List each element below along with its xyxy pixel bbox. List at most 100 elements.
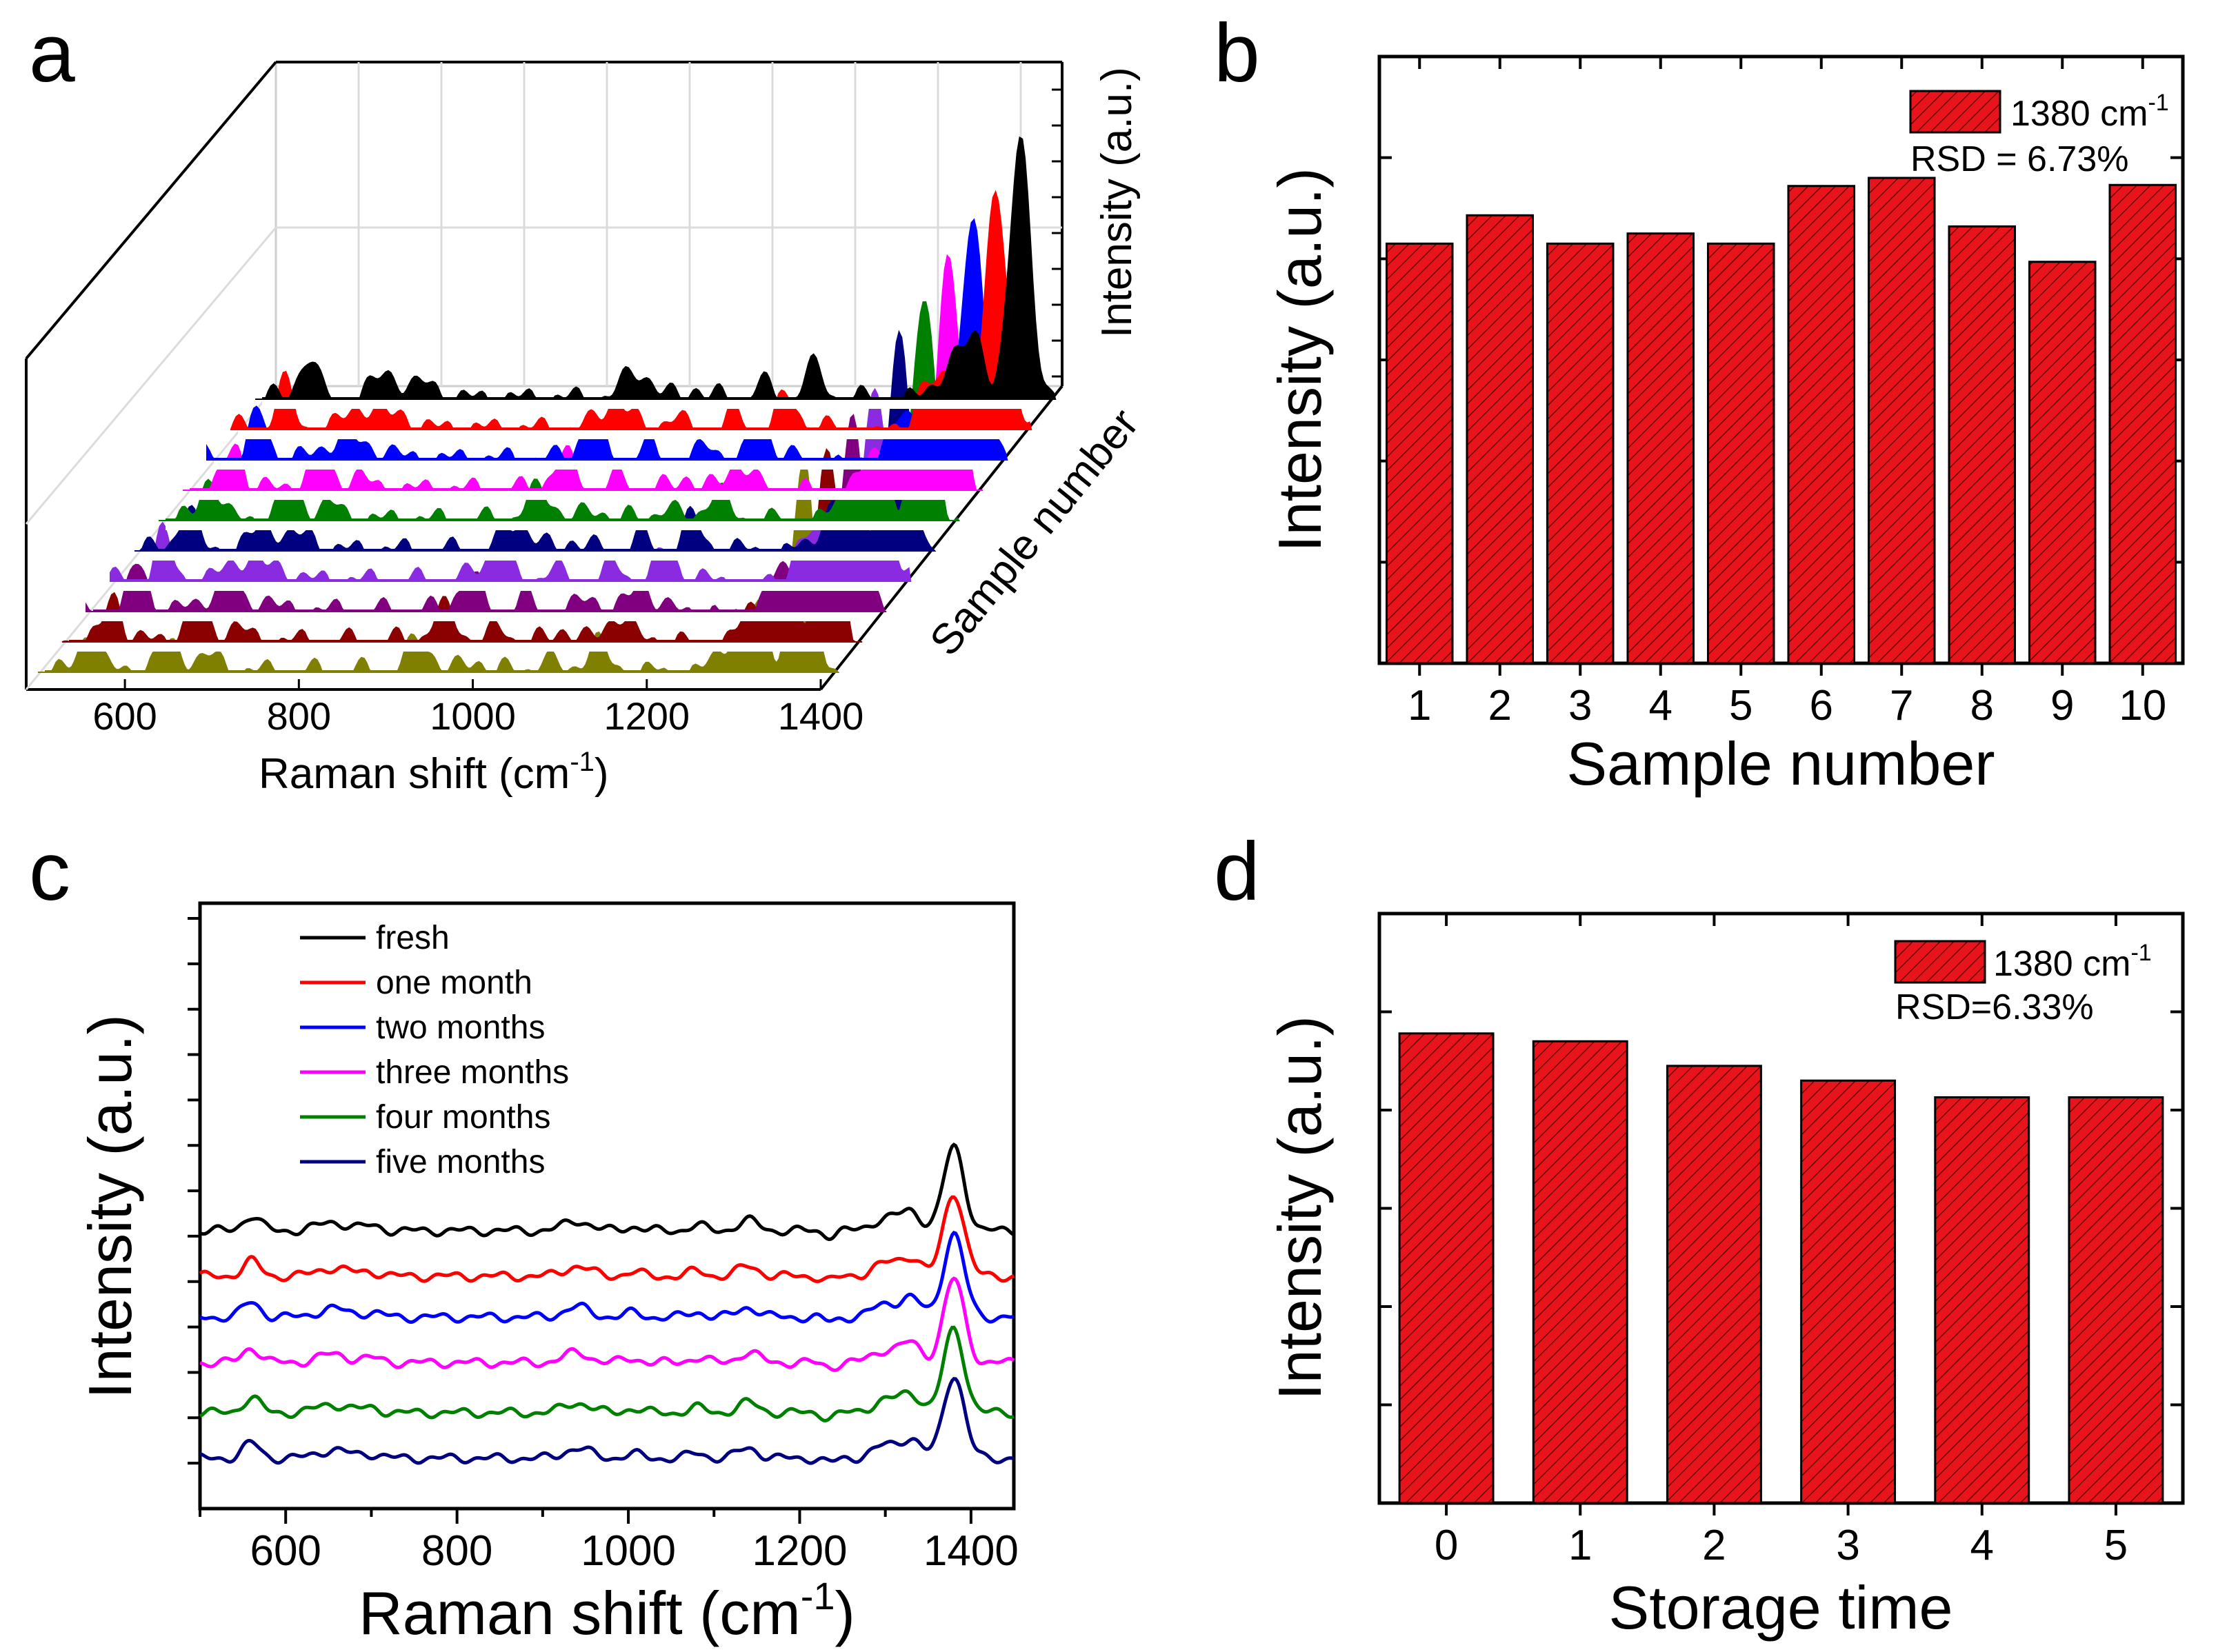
panel-c-x-ticks: 600 800 1000 1200 1400 [199,1509,1019,1575]
panel-d-legend: 1380 cm-1 RSD=6.33% [1894,940,2152,1027]
x-tick-label: 1 [1408,682,1431,729]
spectrum-fill [255,136,1057,401]
panel-label-d: d [1214,825,1260,918]
panel-label-c: c [29,825,70,918]
spectrum-ribbon [69,642,845,652]
x-tick-label: 10 [2119,682,2166,729]
panel-c-y-ticks [188,917,200,1465]
bar [1532,1040,1628,1504]
panel-c-legend: fresh one month two months three months four… [300,920,569,1180]
series-line [199,1325,1015,1423]
bar [1800,1079,1897,1504]
series-line [199,1142,1015,1242]
x-tick-label: 1200 [752,1527,848,1575]
spectrum-baseline [45,670,821,673]
panel-b-legend: 1380 cm-1 RSD = 6.73% [1909,90,2169,179]
bar [1706,242,1775,665]
panel-d-legend-swatch [1894,940,1986,984]
spectrum-ribbon [166,521,941,530]
spectrum-ribbon [238,430,1014,439]
spectrum-baseline [93,610,869,612]
panel-d-xlabel: Storage time [1609,1573,1953,1642]
x-tick-label: 1200 [603,694,690,738]
series-line [199,1276,1015,1372]
panel-b-rsd: RSD = 6.73% [1910,139,2129,179]
bar [1787,185,1856,665]
bar [1867,177,1936,665]
bar [2028,261,2097,665]
x-tick-label: 4 [1970,1522,1994,1569]
spectrum-baseline [214,458,990,461]
panel-a-spectra [38,136,1057,682]
panel-b-bar-chart: 1 2 3 4 5 6 7 8 9 10 1380 cm-1 RSD = 6.73% Sample… [1266,54,2185,798]
x-tick-label: 3 [1836,1522,1859,1569]
panel-label-b: b [1214,7,1260,99]
panel-d-x-ticks: 0 1 2 3 4 5 [1435,914,2128,1569]
panel-b-ylabel: Intensity (a.u.) [1266,168,1334,552]
panel-a-ylabel: Intensity (a.u.) [1093,67,1141,338]
spectrum-ribbon [117,581,893,591]
panel-c-spectra [199,1142,1015,1465]
spectrum-ribbon [93,612,869,621]
bar [1398,1032,1495,1504]
bar [1626,232,1695,665]
x-tick-label: 6 [1810,682,1833,729]
panel-a-3d-box [25,61,1063,691]
spectrum-baseline [190,488,966,491]
panel-d-rsd: RSD=6.33% [1895,987,2094,1027]
x-tick-label: 1000 [581,1527,676,1575]
series-line [199,1195,1015,1284]
x-tick-label: 2 [1702,1522,1726,1569]
panel-b-xlabel: Sample number [1566,729,1995,798]
x-tick-label: 5 [1729,682,1752,729]
panel-b-legend-swatch [1909,90,2001,134]
panel-b-x-ticks: 1 2 3 4 5 6 7 8 9 10 [1408,57,2166,729]
panel-a-x-ticks: 600 800 1000 1200 1400 [92,679,863,738]
spectrum-baseline [238,427,1014,430]
spectrum-baseline [69,640,845,643]
series-line [199,1377,1015,1465]
bar [1385,242,1454,665]
x-tick-label: 800 [421,1527,492,1575]
x-tick-label: 0 [1435,1522,1458,1569]
legend-label: five months [376,1144,545,1180]
bar [1948,225,2017,665]
spectrum-ribbon [45,672,821,682]
x-tick-label: 7 [1890,682,1913,729]
spectrum-baseline [141,549,917,552]
panel-b-legend-label: 1380 cm-1 [2010,90,2169,134]
x-tick-label: 1400 [778,694,864,738]
spectrum-baseline [262,397,1038,400]
series-line [199,1230,1015,1324]
legend-label: four months [376,1099,550,1136]
x-tick-label: 3 [1568,682,1592,729]
spectrum-ribbon [214,460,990,470]
panel-d-ylabel: Intensity (a.u.) [1266,1016,1334,1400]
x-tick-label: 5 [2104,1522,2128,1569]
bar [2068,1096,2164,1504]
spectrum-baseline [166,518,941,521]
x-tick-label: 2 [1488,682,1512,729]
bar [1466,214,1535,665]
x-tick-label: 4 [1649,682,1672,729]
x-tick-label: 8 [1970,682,1994,729]
spectrum-ribbon [141,551,917,561]
panel-c-plot-frame [198,901,1016,1511]
bar [1546,242,1615,665]
x-tick-label: 600 [92,694,157,738]
bar [1934,1096,2030,1504]
panel-c-line-chart: 600 800 1000 1200 1400 fresh one month two mon… [76,901,1019,1647]
x-tick-label: 1 [1568,1522,1592,1569]
legend-label: two months [376,1009,545,1046]
x-tick-label: 1400 [923,1527,1019,1575]
spectrum-ribbon [262,399,1038,409]
panel-d-y-ticks [1379,912,2183,1504]
panel-d-legend-label: 1380 cm-1 [1993,940,2152,984]
panel-d-bars [1398,1032,2164,1504]
panel-label-a: a [29,7,75,99]
x-tick-label: 600 [250,1527,321,1575]
bar [1666,1065,1762,1504]
x-tick-label: 1000 [430,694,516,738]
spectrum-ribbon [190,490,966,500]
